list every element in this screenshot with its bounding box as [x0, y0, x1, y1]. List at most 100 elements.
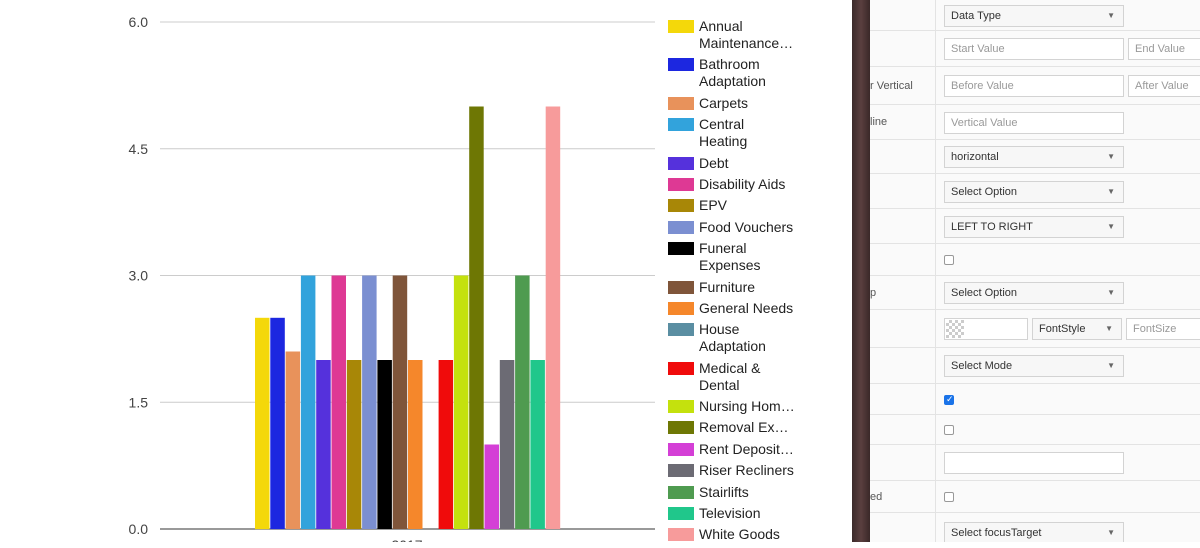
bar[interactable] — [484, 444, 500, 530]
legend-item[interactable]: Debt — [668, 155, 848, 172]
input-placeholder: End Value — [1135, 43, 1185, 55]
legend-item[interactable]: White Goods — [668, 526, 848, 543]
panel-row: FontStyle ▼ FontSize — [870, 310, 1200, 348]
option-input[interactable]: FontSize — [1126, 318, 1200, 340]
legend-label: EPV — [699, 197, 728, 214]
bar-chart: 6.0 4.5 3.0 1.5 0.0 2017 — [129, 14, 655, 542]
legend-label: House Adaptation — [699, 321, 766, 355]
option-select[interactable]: Data Type ▼ — [944, 5, 1124, 27]
legend-item[interactable]: Stairlifts — [668, 484, 848, 501]
legend-swatch — [668, 96, 694, 110]
panel-row-label: ed — [870, 491, 883, 503]
panel-row: ed — [870, 481, 1200, 513]
bar[interactable] — [255, 317, 270, 530]
option-checkbox[interactable] — [944, 255, 954, 265]
input-placeholder: Vertical Value — [951, 117, 1018, 129]
option-input[interactable]: Vertical Value — [944, 112, 1124, 134]
chevron-down-icon: ▼ — [1107, 361, 1115, 370]
option-checkbox[interactable] — [944, 425, 954, 435]
bar[interactable] — [453, 275, 469, 530]
legend-item[interactable]: Bathroom Adaptation — [668, 56, 848, 90]
option-select[interactable]: horizontal ▼ — [944, 146, 1124, 168]
option-select[interactable]: Select Option ▼ — [944, 282, 1124, 304]
legend-label: Annual Maintenance… — [699, 18, 794, 51]
bar[interactable] — [530, 360, 545, 529]
legend-label: White Goods — [699, 526, 780, 543]
option-select[interactable]: FontStyle ▼ — [1032, 318, 1122, 340]
chevron-down-icon: ▼ — [1107, 222, 1115, 231]
bar[interactable] — [316, 360, 331, 529]
chevron-down-icon: ▼ — [1107, 11, 1115, 20]
legend-swatch — [668, 118, 694, 132]
select-value: Select Option — [951, 186, 1018, 198]
legend-label: Riser Recliners — [699, 462, 794, 479]
panel-row: Select Option ▼ — [870, 174, 1200, 209]
legend-item[interactable]: Television — [668, 505, 848, 522]
option-select[interactable]: LEFT TO RIGHT ▼ — [944, 216, 1124, 238]
bar[interactable] — [499, 360, 515, 529]
legend-item[interactable]: Furniture — [668, 279, 848, 296]
bar[interactable] — [545, 106, 561, 530]
legend-item[interactable]: Removal Exp… — [668, 419, 848, 436]
option-checkbox[interactable] — [944, 394, 954, 405]
legend-item[interactable]: Medical & Dental — [668, 360, 848, 394]
bar[interactable] — [438, 360, 454, 529]
panel-row: Data Type ▼ — [870, 0, 1200, 31]
legend-item[interactable]: Annual Maintenance… — [668, 18, 848, 52]
legend-item[interactable]: Carpets — [668, 95, 848, 112]
legend-item[interactable]: General Needs — [668, 300, 848, 317]
legend-swatch — [668, 242, 694, 256]
option-checkbox[interactable] — [944, 492, 954, 502]
option-input[interactable]: After Value — [1128, 75, 1200, 97]
x-category-label: 2017 — [391, 537, 422, 542]
option-input[interactable]: Start Value — [944, 38, 1124, 60]
bar[interactable] — [270, 317, 285, 530]
input-placeholder: FontSize — [1133, 323, 1177, 335]
legend-swatch — [668, 528, 694, 542]
legend-item[interactable]: Rent Deposit… — [668, 441, 848, 458]
legend-item[interactable]: Central Heating — [668, 116, 848, 150]
panel-row — [870, 244, 1200, 276]
legend-label: Nursing Hom… — [699, 398, 795, 415]
bar[interactable] — [285, 351, 301, 530]
legend-item[interactable]: Riser Recliners — [668, 462, 848, 479]
legend-label: General Needs — [699, 299, 794, 316]
option-select[interactable]: Select focusTarget ▼ — [944, 522, 1124, 542]
bar[interactable] — [346, 360, 362, 529]
color-picker[interactable] — [944, 318, 1028, 340]
bar[interactable] — [392, 275, 408, 530]
legend-swatch — [668, 220, 694, 234]
bar[interactable] — [469, 106, 484, 530]
panel-row-label: line — [870, 116, 888, 128]
y-tick-label: 3.0 — [129, 268, 149, 284]
legend-item[interactable]: Funeral Expenses — [668, 240, 848, 274]
bar[interactable] — [331, 275, 347, 530]
panel-row — [870, 384, 1200, 415]
bar[interactable] — [515, 275, 530, 530]
bar[interactable] — [377, 360, 392, 529]
select-value: Select Option — [951, 287, 1018, 299]
legend-item[interactable]: Nursing Hom… — [668, 398, 848, 415]
chart-legend: Annual Maintenance… Bathroom Adaptation Ca… — [668, 18, 848, 548]
legend-swatch — [668, 442, 694, 456]
legend-label: Debt — [699, 154, 729, 171]
bar[interactable] — [362, 275, 377, 530]
panel-row: p Select Option ▼ — [870, 276, 1200, 310]
legend-item[interactable]: Food Vouchers — [668, 219, 848, 236]
legend-item[interactable]: EPV — [668, 197, 848, 214]
legend-item[interactable]: House Adaptation — [668, 321, 848, 355]
legend-swatch — [668, 177, 694, 191]
option-select[interactable]: Select Mode ▼ — [944, 355, 1124, 377]
panel-row: LEFT TO RIGHT ▼ — [870, 209, 1200, 244]
option-input[interactable]: Before Value — [944, 75, 1124, 97]
select-value: LEFT TO RIGHT — [951, 221, 1033, 233]
panel-row: r Vertical Before Value After Value — [870, 67, 1200, 105]
bar[interactable] — [408, 360, 423, 529]
chevron-down-icon: ▼ — [1105, 324, 1113, 333]
legend-item[interactable]: Disability Aids — [668, 176, 848, 193]
option-select[interactable]: Select Option ▼ — [944, 181, 1124, 203]
option-input[interactable] — [944, 452, 1124, 474]
option-input[interactable]: End Value — [1128, 38, 1200, 60]
bar[interactable] — [300, 275, 316, 530]
panel-row: Select focusTarget ▼ — [870, 513, 1200, 542]
